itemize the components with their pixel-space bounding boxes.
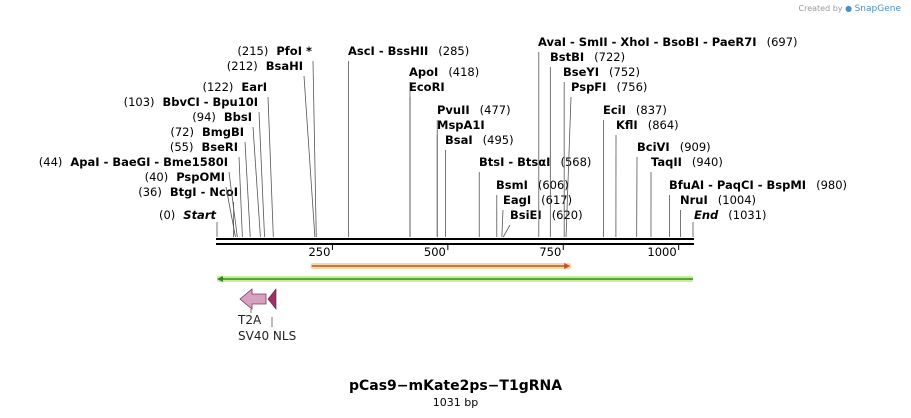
ruler-tick-label: 250 <box>308 245 330 259</box>
site-position: (285) <box>438 44 469 58</box>
site-line <box>238 156 243 238</box>
site-name[interactable]: AscI - BssHII <box>348 44 428 58</box>
site-name[interactable]: PspOMI <box>176 170 225 184</box>
feature-label-sv40-nls[interactable]: SV40 NLS <box>238 329 297 343</box>
site-name[interactable]: PfoI * <box>276 44 312 58</box>
site-position: (94) <box>192 110 216 124</box>
site-position: (940) <box>692 155 723 169</box>
site-position: (752) <box>609 65 640 79</box>
site-name[interactable]: NruI <box>680 193 708 207</box>
site-line <box>252 126 261 238</box>
site-position: (1004) <box>718 193 756 207</box>
site-name[interactable]: PvuII <box>437 103 470 117</box>
site-position: (418) <box>448 65 479 79</box>
site-name[interactable]: MspA1I <box>437 118 485 132</box>
site-name[interactable]: BseRI <box>201 140 238 154</box>
snapgene-credit: Created by ● SnapGene <box>799 4 902 14</box>
orange-orf-arrow-icon <box>564 263 571 269</box>
site-position: (909) <box>680 140 711 154</box>
credit-prefix: Created by <box>798 4 843 13</box>
site-position: (697) <box>767 35 798 49</box>
credit-brand: SnapGene <box>854 4 901 14</box>
site-name[interactable]: AvaI - SmII - XhoI - BsoBI - PaeR7I <box>538 35 757 49</box>
ruler-tick-label: 750 <box>539 245 561 259</box>
site-name[interactable]: EcoRI <box>409 80 445 94</box>
site-name[interactable]: ApoI <box>409 65 438 79</box>
sv40-nls-feature[interactable] <box>267 288 277 310</box>
site-name[interactable]: EciI <box>603 103 626 117</box>
site-name[interactable]: BtgI - NcoI <box>170 185 238 199</box>
site-position: (606) <box>538 178 569 192</box>
site-position: (477) <box>480 103 511 117</box>
site-name[interactable]: BmgBI <box>202 125 244 139</box>
site-name[interactable]: BstBI <box>550 50 584 64</box>
site-name[interactable]: BsiEI <box>510 208 542 222</box>
site-position: (0) <box>159 208 175 222</box>
site-name[interactable]: PspFI <box>571 80 606 94</box>
site-name[interactable]: EagI <box>503 193 531 207</box>
site-name[interactable]: BsaI <box>445 133 473 147</box>
site-position: (55) <box>170 140 194 154</box>
site-position: (568) <box>560 155 591 169</box>
map-length: 1031 bp <box>432 396 479 409</box>
site-position: (122) <box>202 80 233 94</box>
site-name[interactable]: EarI <box>241 80 267 94</box>
site-position: (72) <box>170 125 194 139</box>
site-position: (44) <box>39 155 63 169</box>
site-name[interactable]: BtsI - BtsαI <box>479 155 550 169</box>
site-line <box>565 96 572 238</box>
site-name[interactable]: Start <box>183 208 216 222</box>
site-name[interactable]: ApaI - BaeGI - Bme1580I <box>70 155 228 169</box>
ruler-tick-label: 1000 <box>647 245 676 259</box>
site-position: (722) <box>594 50 625 64</box>
site-name[interactable]: End <box>694 208 719 222</box>
site-name[interactable]: BciVI <box>637 140 670 154</box>
site-position: (495) <box>483 133 514 147</box>
site-position: (837) <box>636 103 667 117</box>
site-position: (1031) <box>728 208 766 222</box>
feature-label-t2a[interactable]: T2A <box>238 313 262 327</box>
site-name[interactable]: BseYI <box>563 65 599 79</box>
site-name[interactable]: KflI <box>616 118 638 132</box>
site-line <box>258 111 265 238</box>
site-line <box>501 209 504 238</box>
green-orf-arrow-icon <box>217 276 223 282</box>
site-name[interactable]: BsmI <box>496 178 528 192</box>
ruler-ticks: 250 500 750 1000 <box>308 245 680 259</box>
site-line <box>312 60 317 238</box>
ruler-tick-label: 500 <box>424 245 446 259</box>
snapgene-logo-icon: ● <box>845 4 853 13</box>
site-line <box>225 186 236 238</box>
site-name[interactable]: TaqII <box>651 155 682 169</box>
site-position: (103) <box>124 95 155 109</box>
restriction-sites: Start (0) BtgI - NcoI (36) PspOMI (40)ApaI - … <box>39 35 847 238</box>
site-line <box>502 224 511 238</box>
sequence-backbone-bottom <box>216 243 694 245</box>
features <box>217 263 693 327</box>
site-line <box>228 171 238 238</box>
site-position: (36) <box>138 185 162 199</box>
sequence-backbone-top <box>216 238 694 240</box>
site-line <box>303 75 316 238</box>
site-line <box>244 141 251 238</box>
site-line <box>267 96 274 238</box>
map-title: pCas9−mKate2ps−T1gRNA <box>348 378 563 394</box>
site-name[interactable]: BfuAI - PaqCI - BspMI <box>669 178 806 192</box>
site-name[interactable]: BbsI <box>224 110 252 124</box>
site-position: (756) <box>616 80 647 94</box>
site-name[interactable]: BsaHI <box>266 59 303 73</box>
sequence-map: 250 500 750 1000 Start (0) BtgI - NcoI (36) Psp… <box>39 35 847 327</box>
t2a-feature[interactable] <box>239 288 267 310</box>
site-position: (40) <box>145 170 169 184</box>
site-position: (212) <box>227 59 258 73</box>
site-position: (980) <box>816 178 847 192</box>
site-position: (864) <box>648 118 679 132</box>
site-name[interactable]: BbvCI - Bpu10I <box>163 95 258 109</box>
site-position: (215) <box>237 44 268 58</box>
